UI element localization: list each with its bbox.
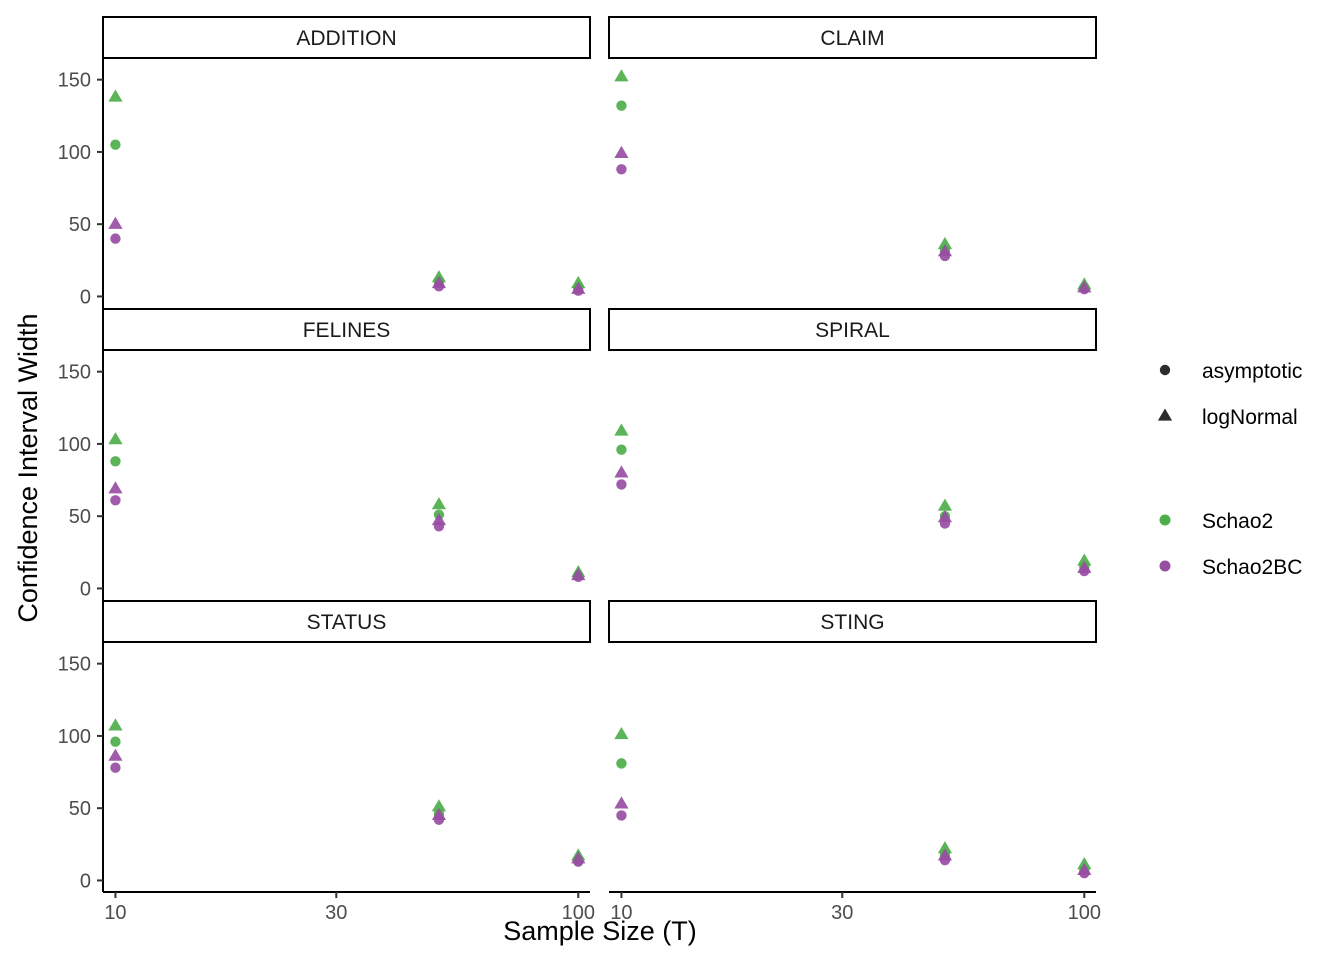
data-point-schao2bc-lognormal (571, 851, 586, 864)
data-point-schao2bc-asymptotic (110, 762, 121, 773)
y-tick-label: 50 (69, 214, 91, 236)
facet-panel-spiral: SPIRAL (608, 308, 1097, 577)
data-point-schao2bc-lognormal (1077, 560, 1092, 573)
data-point-schao2bc-lognormal (1077, 280, 1092, 293)
data-point-schao2-lognormal (1077, 553, 1092, 566)
facet-strip-label: ADDITION (296, 27, 396, 50)
data-point-schao2bc-lognormal (571, 281, 586, 294)
data-point-schao2bc-asymptotic (616, 164, 627, 175)
data-point-schao2bc-asymptotic (616, 810, 627, 821)
y-tick-label: 100 (58, 434, 91, 456)
facet-panel-claim: CLAIM (608, 16, 1097, 295)
facet-panel-felines: FELINES 0 50 100 150 (58, 308, 591, 600)
data-point-schao2-lognormal (937, 236, 953, 250)
legend: asymptotic logNormal Schao2 Schao2BC (1157, 360, 1302, 579)
facet-strip-label: SPIRAL (815, 319, 890, 342)
data-point-schao2-lognormal (937, 841, 953, 854)
data-point-schao2bc-lognormal (108, 481, 123, 494)
x-tick-label: 10 (610, 902, 632, 924)
data-point-schao2-lognormal (614, 423, 629, 436)
data-point-schao2bc-lognormal (614, 465, 629, 478)
x-tick-label: 30 (325, 902, 347, 924)
data-point-schao2bc-lognormal (614, 145, 629, 159)
y-tick-label: 0 (80, 578, 91, 600)
facet-strip (608, 600, 1097, 643)
y-tick-label: 0 (80, 870, 91, 892)
x-tick-label: 30 (831, 902, 853, 924)
data-point-schao2bc-lognormal (937, 244, 953, 257)
x-tick-label: 100 (1068, 902, 1101, 924)
legend-label: asymptotic (1202, 360, 1302, 383)
data-point-schao2-lognormal (108, 718, 123, 731)
legend-key-schao2 (1159, 514, 1171, 526)
data-point-schao2bc-lognormal (571, 567, 586, 581)
data-point-schao2-lognormal (614, 69, 629, 82)
facet-panel-addition: ADDITION 0 50 100 150 (58, 16, 591, 308)
y-axis-title: Confidence Interval Width (13, 313, 43, 622)
data-point-schao2bc-asymptotic (616, 479, 627, 490)
data-point-schao2bc-lognormal (937, 510, 953, 523)
facet-strip (102, 16, 591, 59)
data-point-schao2bc-lognormal (431, 807, 447, 821)
data-point-schao2bc-lognormal (431, 275, 447, 289)
x-tick-label: 10 (104, 902, 126, 924)
data-point-schao2-lognormal (108, 89, 123, 102)
data-point-schao2bc-asymptotic (110, 495, 121, 506)
data-point-schao2-lognormal (614, 726, 629, 740)
legend-label: Schao2 (1202, 510, 1273, 533)
data-point-schao2bc-lognormal (431, 513, 447, 526)
y-tick-label: 50 (69, 798, 91, 820)
data-point-schao2-asymptotic (616, 444, 627, 455)
data-point-schao2-asymptotic (110, 456, 121, 467)
y-tick-label: 150 (58, 362, 91, 384)
axis-titles: Sample Size (T) Confidence Interval Widt… (13, 313, 697, 946)
facet-panel-status: STATUS 0 50 100 150 10 30 100 (58, 600, 595, 924)
legend-label: logNormal (1202, 406, 1298, 429)
data-point-schao2-lognormal (937, 498, 953, 511)
y-tick-label: 150 (58, 654, 91, 676)
y-tick-label: 150 (58, 70, 91, 92)
data-point-schao2-asymptotic (110, 736, 121, 747)
legend-key-asymptotic (1159, 364, 1171, 376)
y-tick-label: 50 (69, 506, 91, 528)
data-point-schao2-asymptotic (110, 139, 121, 150)
legend-key-schao2bc (1159, 560, 1171, 572)
facet-strip-label: STING (820, 611, 884, 634)
legend-label: Schao2BC (1202, 556, 1302, 579)
facet-strip-label: STATUS (307, 611, 387, 634)
facet-strip (608, 16, 1097, 59)
panels: ADDITION050100150CLAIMFELINES050100150SP… (58, 16, 1101, 924)
facet-panel-sting: STING 10 30 100 (608, 600, 1101, 924)
legend-key-lognormal (1157, 408, 1173, 421)
data-point-schao2-lognormal (431, 497, 447, 510)
y-tick-label: 100 (58, 726, 91, 748)
x-axis-title: Sample Size (T) (503, 916, 697, 946)
facet-strip (608, 308, 1097, 351)
data-point-schao2bc-lognormal (108, 216, 123, 229)
data-point-schao2bc-lognormal (1077, 862, 1092, 875)
data-point-schao2-lognormal (431, 799, 447, 812)
data-point-schao2-lognormal (108, 432, 123, 445)
data-point-schao2bc-lognormal (108, 748, 123, 761)
x-tick-label: 100 (562, 902, 595, 924)
facet-strip (102, 600, 591, 643)
y-tick-label: 100 (58, 142, 91, 164)
data-point-schao2bc-lognormal (937, 848, 953, 861)
y-tick-label: 0 (80, 286, 91, 308)
data-point-schao2-asymptotic (616, 758, 627, 769)
data-point-schao2bc-lognormal (614, 796, 629, 809)
data-point-schao2-asymptotic (616, 100, 627, 111)
facet-strip-label: FELINES (303, 319, 391, 342)
facet-strip-label: CLAIM (820, 27, 884, 50)
facet-strip (102, 308, 591, 351)
data-point-schao2bc-asymptotic (110, 233, 121, 244)
